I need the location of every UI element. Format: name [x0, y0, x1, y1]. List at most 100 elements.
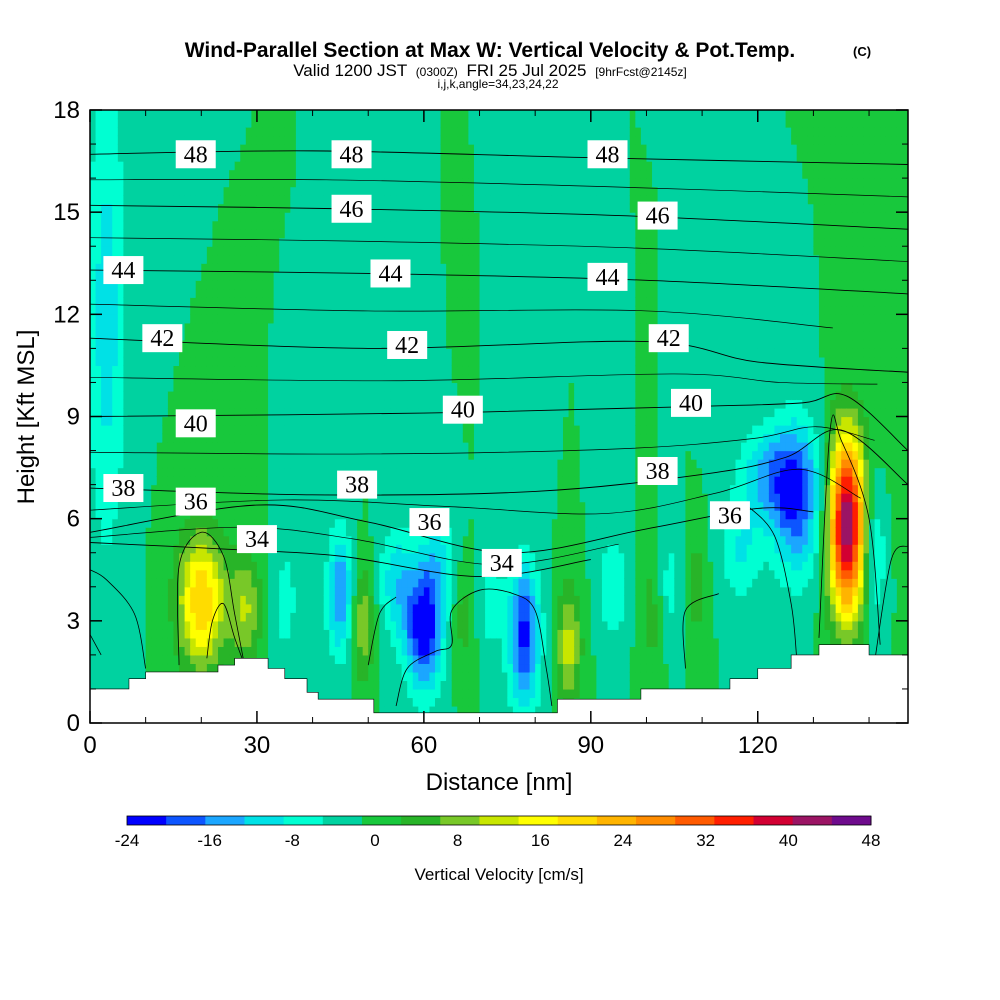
w-cell [134, 467, 141, 477]
w-cell [134, 416, 141, 426]
w-cell [101, 569, 108, 579]
w-cell [384, 152, 392, 162]
w-cell [245, 450, 252, 460]
w-cell [95, 493, 102, 503]
w-cell [234, 510, 241, 520]
w-cell [401, 416, 408, 426]
w-cell [290, 518, 297, 528]
w-cell [373, 595, 380, 605]
w-cell [446, 348, 453, 358]
w-cell [156, 220, 163, 230]
w-cell [184, 339, 191, 349]
w-cell [290, 212, 297, 222]
w-cell [312, 271, 319, 281]
w-cell [134, 595, 141, 605]
w-cell [407, 680, 414, 690]
w-cell [240, 459, 247, 469]
w-cell [156, 280, 163, 290]
w-cell [418, 663, 425, 673]
w-cell [368, 578, 375, 588]
w-cell [440, 246, 447, 256]
w-cell [112, 663, 119, 673]
w-cell [279, 382, 286, 392]
w-cell [329, 365, 336, 375]
w-cell [423, 688, 431, 699]
w-cell [440, 288, 447, 298]
w-cell [423, 629, 431, 639]
w-cell [345, 288, 353, 298]
w-cell [229, 510, 236, 520]
w-cell [468, 254, 475, 264]
w-cell [223, 637, 230, 647]
w-cell [295, 220, 303, 230]
w-cell [384, 373, 392, 384]
w-cell [457, 425, 464, 435]
w-cell [268, 459, 275, 469]
w-cell [418, 314, 425, 324]
w-cell [140, 365, 147, 375]
w-cell [128, 127, 136, 137]
w-cell [301, 425, 308, 435]
w-cell [440, 195, 447, 205]
w-cell [195, 629, 202, 639]
w-cell [462, 118, 469, 128]
w-cell [318, 127, 325, 137]
w-cell [418, 578, 425, 588]
w-cell [256, 195, 264, 205]
w-cell [446, 288, 453, 298]
w-cell [462, 373, 469, 384]
w-cell [273, 373, 280, 384]
w-cell [412, 552, 419, 562]
w-cell [90, 680, 97, 690]
w-cell [162, 399, 169, 409]
w-cell [128, 459, 136, 469]
w-cell [256, 612, 264, 622]
w-cell [106, 527, 113, 537]
w-cell [279, 603, 286, 613]
w-cell [384, 169, 392, 179]
w-cell [229, 144, 236, 154]
w-cell [440, 688, 447, 699]
w-cell [423, 246, 431, 256]
w-cell [217, 237, 225, 247]
w-cell [167, 246, 175, 256]
w-cell [312, 263, 319, 273]
w-cell [345, 382, 353, 392]
w-cell [217, 425, 225, 435]
w-cell [440, 697, 447, 707]
w-cell [446, 552, 453, 562]
w-cell [128, 348, 136, 358]
w-cell [446, 663, 453, 673]
w-cell [462, 305, 469, 315]
w-cell [229, 271, 236, 281]
w-cell [373, 518, 380, 528]
w-cell [423, 535, 431, 545]
w-cell [362, 544, 369, 554]
w-cell [173, 578, 180, 588]
w-cell [446, 356, 453, 367]
w-cell [396, 637, 403, 647]
w-cell [229, 305, 236, 315]
w-cell [429, 118, 436, 128]
w-cell [112, 510, 119, 520]
w-cell [95, 195, 102, 205]
w-cell [396, 110, 403, 120]
w-cell [106, 288, 113, 298]
w-cell [345, 220, 353, 230]
w-cell [451, 510, 458, 520]
w-cell [184, 476, 191, 486]
w-cell [468, 620, 475, 630]
w-cell [435, 595, 442, 605]
w-cell [301, 348, 308, 358]
w-cell [284, 365, 291, 375]
w-cell [279, 144, 286, 154]
w-cell [301, 637, 308, 647]
w-cell [106, 373, 113, 384]
w-cell [390, 203, 397, 213]
w-cell [440, 535, 447, 545]
w-cell [117, 407, 124, 418]
w-cell [273, 144, 280, 154]
w-cell [418, 254, 425, 264]
w-cell [173, 348, 180, 358]
w-cell [351, 356, 358, 367]
